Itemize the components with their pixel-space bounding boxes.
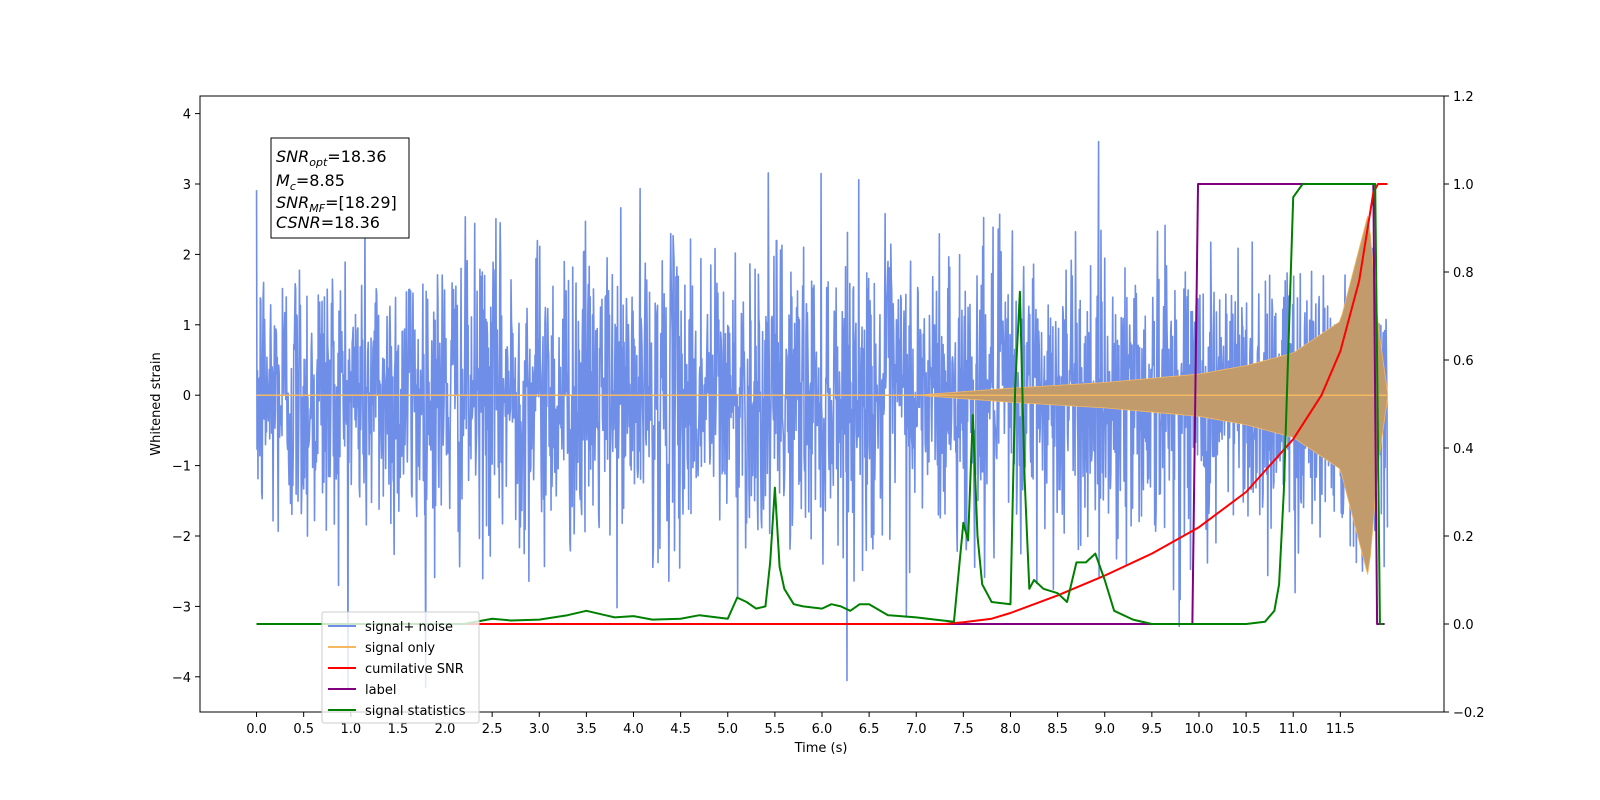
x-tick-label: 0.0 [246,722,267,737]
x-tick-label: 10.0 [1184,722,1213,737]
x-axis: 0.0 0.5 1.0 1.5 2.0 2.5 3.0 3.5 4.0 4.5 5.0 5.5 6.0 6… [246,712,1355,737]
x-tick-label: 6.0 [812,722,833,737]
y-axis-label: Whitened strain [149,352,164,455]
x-axis-label: Time (s) [794,741,848,756]
y-tick-label: 3 [183,178,191,193]
x-tick-label: 7.0 [906,722,927,737]
legend-label-signal-only: signal only [365,641,435,656]
x-tick-label: 3.0 [529,722,550,737]
x-tick-label: 8.0 [1000,722,1021,737]
x-tick-label: 6.5 [859,722,880,737]
y-tick-label: 1 [183,319,191,334]
annotation-box: SNRopt=18.36 Mc=8.85 SNRMF=[18.29] CSNR=… [270,137,410,239]
y-tick-label: 4 [183,108,191,123]
x-tick-label: 4.5 [670,722,691,737]
x-tick-label: 1.5 [388,722,409,737]
y2-tick-label: 1.2 [1453,90,1474,105]
x-tick-label: 9.5 [1142,722,1163,737]
y-tick-label: 2 [183,248,191,263]
x-tick-label: 11.0 [1279,722,1308,737]
legend-label-cumulative-snr: cumilative SNR [365,662,464,677]
legend-label-signal-noise: signal+ noise [365,620,453,635]
x-tick-label: 2.0 [435,722,456,737]
annotation-chirp-mass: Mc=8.85 [276,171,345,193]
x-tick-label: 5.5 [765,722,786,737]
y-tick-label: 0 [183,389,191,404]
x-tick-label: 8.5 [1047,722,1068,737]
annotation-snr-opt: SNRopt=18.36 [276,147,387,169]
x-tick-label: 9.0 [1094,722,1115,737]
x-tick-label: 2.5 [482,722,503,737]
series-label [256,183,1385,625]
series-signal-noise [255,140,1389,689]
y2-tick-label: 0.8 [1453,266,1474,281]
annotation-csnr: CSNR=18.36 [276,213,380,232]
y-tick-label: −1 [172,460,191,475]
series-signal-statistics [256,183,1383,625]
y-tick-label: −3 [172,600,191,615]
y2-tick-label: 0.2 [1453,530,1474,545]
y-axis-left: −4 −3 −2 −1 0 1 2 3 4 [172,108,200,686]
x-tick-label: 5.0 [717,722,738,737]
x-tick-label: 1.0 [340,722,361,737]
y-tick-label: −2 [172,530,191,545]
x-tick-label: 0.5 [293,722,314,737]
x-tick-label: 11.5 [1326,722,1355,737]
y2-tick-label: 1.0 [1453,178,1474,193]
x-tick-label: 3.5 [576,722,597,737]
y2-tick-label: 0.6 [1453,354,1474,369]
annotation-frame [270,137,410,239]
y2-tick-label: −0.2 [1453,706,1485,721]
x-tick-label: 7.5 [953,722,974,737]
x-tick-label: 10.5 [1232,722,1261,737]
legend-label-signal-statistics: signal statistics [365,704,466,719]
annotation-snr-mf: SNRMF=[18.29] [276,193,397,215]
legend-frame [321,611,480,724]
x-tick-label: 4.0 [623,722,644,737]
y-tick-label: −4 [172,671,191,686]
y-axis-right: −0.2 0.0 0.2 0.4 0.6 0.8 1.0 1.2 [1444,90,1485,721]
legend: signal+ noise signal only cumilative SNR… [321,611,480,724]
plot-area [255,140,1389,689]
series-cumulative-snr [256,183,1388,625]
y2-tick-label: 0.4 [1453,442,1474,457]
y2-tick-label: 0.0 [1453,618,1474,633]
legend-label-label: label [365,683,396,698]
